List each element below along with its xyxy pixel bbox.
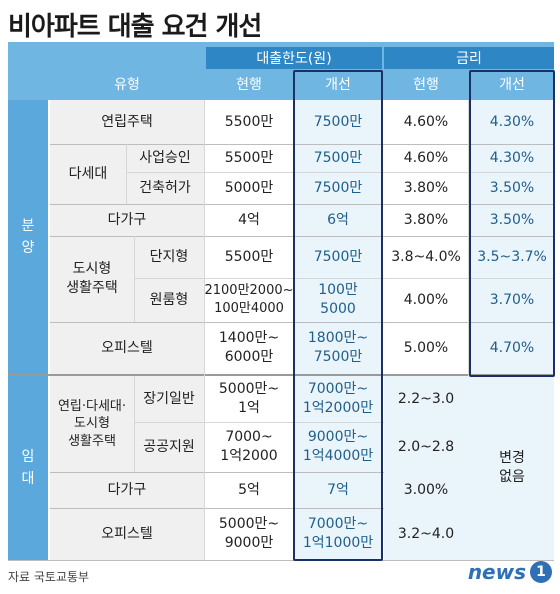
cell-improve-rate: 3.50% [489, 211, 535, 228]
cell-current-loan: 5000만 [224, 179, 274, 196]
row-divider [134, 422, 384, 423]
source-note: 자료 국토교통부 [8, 570, 90, 584]
row-divider [126, 172, 384, 173]
section-sale-label: 분 양 [21, 217, 35, 256]
row-divider [134, 278, 554, 279]
cell-current-loan: 7000~ 1억2000 [220, 429, 278, 464]
row-divider [50, 322, 554, 323]
col-divider [204, 100, 205, 560]
improve-loan-header: 개선 [325, 76, 351, 93]
loan-limit-header: 대출한도(원) [206, 47, 382, 69]
improve-rate-column-bg [470, 100, 554, 376]
cell-improve-loan: 7500만 [313, 179, 363, 196]
cell-improve-rate: 4.30% [489, 149, 535, 166]
cell-current-rate: 3.80% [403, 211, 449, 228]
cell-improve-loan: 6억 [327, 211, 349, 228]
section-divider [8, 374, 554, 376]
row-group-dosi: 도시형 생활주택 [66, 261, 118, 296]
row-label-geonchukheoga: 건축허가 [139, 179, 191, 196]
col-divider [382, 100, 383, 560]
logo-text: news [467, 560, 526, 584]
table-bottom-line [8, 560, 554, 561]
row-group-dasede: 다세대 [68, 165, 108, 182]
row-divider [50, 508, 384, 509]
section-rent: 임 대 [8, 376, 48, 560]
cell-improve-loan: 1800만~ 7500만 [307, 330, 369, 365]
cell-improve-loan: 7500만 [313, 248, 363, 265]
cell-improve-rate: 4.70% [489, 339, 535, 356]
page-title: 비아파트 대출 요건 개선 [8, 12, 262, 42]
cell-improve-loan: 7500만 [313, 113, 363, 130]
cell-current-rate: 2.0~2.8 [397, 438, 455, 455]
section-sale: 분 양 [8, 100, 48, 374]
cell-current-loan: 5500만 [224, 149, 274, 166]
cell-current-loan: 1400만~ 6000만 [218, 330, 280, 365]
cell-improve-rate: 3.50% [489, 179, 535, 196]
cell-improve-loan: 100만 5000 [318, 282, 358, 317]
col-divider [126, 144, 127, 204]
improve-loan-column-bg [294, 100, 382, 560]
cell-improve-rate: 3.5~3.7% [477, 248, 547, 265]
type-header: 유형 [114, 76, 140, 93]
cell-improve-loan: 9000만~ 1억4000만 [302, 429, 374, 464]
interest-header: 금리 [384, 47, 554, 69]
cell-current-loan: 4억 [238, 211, 260, 228]
row-divider [50, 144, 554, 145]
cell-current-rate: 3.00% [403, 481, 449, 498]
news1-logo: news 1 [468, 560, 552, 584]
cell-improve-rate: 3.70% [489, 291, 535, 308]
row-label-saeopseungin: 사업승인 [139, 149, 191, 166]
current-loan-header: 현행 [236, 76, 262, 93]
row-label-gonggongjiwon: 공공지원 [143, 438, 195, 455]
col-divider [134, 376, 135, 472]
cell-current-rate: 3.80% [403, 179, 449, 196]
cell-current-rate: 2.2~3.0 [397, 390, 455, 407]
cell-current-loan: 5000만~ 9000만 [218, 516, 280, 551]
row-divider [50, 472, 384, 473]
no-change-label: 변경 없음 [499, 450, 525, 485]
col-divider [468, 100, 469, 376]
cell-current-loan: 5억 [238, 481, 260, 498]
row-label-dagagu: 다가구 [107, 211, 147, 228]
cell-current-rate: 5.00% [403, 339, 449, 356]
cell-current-rate: 4.00% [403, 291, 449, 308]
row-label-janggiilban: 장기일반 [143, 390, 195, 407]
cell-improve-loan: 7000만~ 1억2000만 [302, 381, 374, 416]
label-column-bg [50, 100, 204, 560]
no-change-cell [384, 376, 554, 560]
row-label-danjihyeong: 단지형 [149, 248, 189, 265]
row-label-officetel-rent: 오피스텔 [101, 525, 153, 542]
current-rate-header: 현행 [413, 76, 439, 93]
cell-current-loan: 5500만 [224, 113, 274, 130]
cell-current-rate: 3.2~4.0 [397, 525, 455, 542]
row-label-wonrumhyeong: 원룸형 [149, 291, 189, 308]
row-label-dagagu-rent: 다가구 [107, 481, 147, 498]
cell-improve-rate: 4.30% [489, 113, 535, 130]
cell-improve-loan: 7500만 [313, 149, 363, 166]
cell-current-loan: 5500만 [224, 248, 274, 265]
row-label-officetel: 오피스텔 [101, 339, 153, 356]
row-label-yeonrip: 연립주택 [101, 113, 153, 130]
logo-mark: 1 [530, 561, 552, 583]
cell-current-loan: 2100만2000~ 100만4000 [204, 283, 294, 316]
col-divider [134, 236, 135, 322]
row-divider [50, 236, 554, 237]
cell-current-loan: 5000만~ 1억 [218, 381, 280, 416]
cell-current-rate: 4.60% [403, 113, 449, 130]
cell-improve-loan: 7억 [327, 481, 349, 498]
section-rent-label: 임 대 [21, 448, 35, 487]
cell-current-rate: 4.60% [403, 149, 449, 166]
row-group-rent: 연립·다세대· 도시형 생활주택 [57, 398, 127, 449]
row-divider [50, 204, 554, 205]
cell-current-rate: 3.8~4.0% [391, 248, 461, 265]
cell-improve-loan: 7000만~ 1억1000만 [302, 516, 374, 551]
improve-rate-header: 개선 [499, 76, 525, 93]
